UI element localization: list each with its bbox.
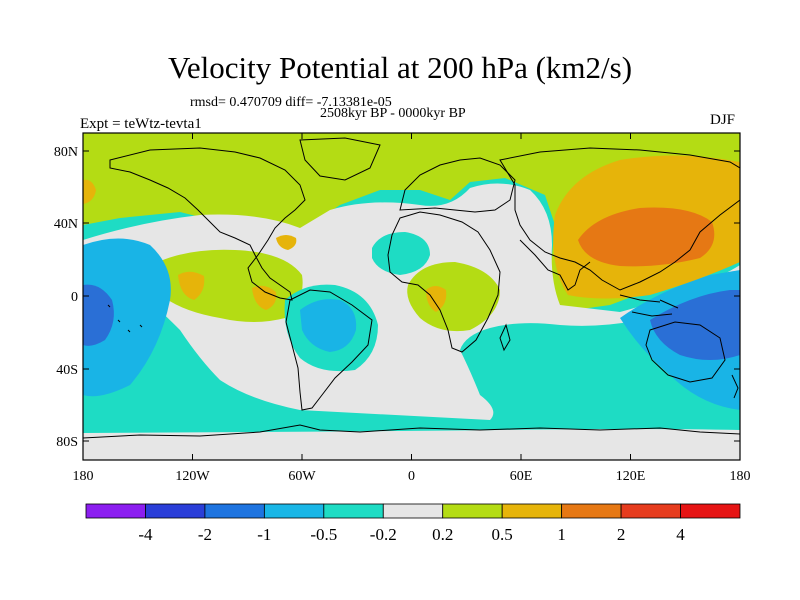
colorbar-label: 0.2	[432, 525, 453, 544]
colorbar-box	[85, 503, 146, 519]
map-title: Velocity Potential at 200 hPa (km2/s)	[167, 50, 633, 85]
colorbar-box	[204, 503, 265, 519]
colorbar-box	[323, 503, 384, 519]
colorbar-label: -1	[257, 525, 271, 544]
colorbar-label: 0.5	[492, 525, 513, 544]
colorbar-label: -0.5	[310, 525, 337, 544]
colorbar-label: 2	[617, 525, 626, 544]
experiment-label: Expt = teWtz-tevta1	[80, 116, 202, 132]
colorbar-box	[263, 503, 325, 519]
region-pos-mid-north-atlantic	[276, 235, 297, 250]
coast-south-america	[285, 289, 373, 411]
coast-maritime-continent	[619, 294, 679, 317]
coast-australia	[645, 321, 726, 383]
colorbar-label: -0.2	[370, 525, 397, 544]
contour-fill-layer	[83, 133, 740, 460]
colorbar	[85, 503, 741, 519]
coast-arabia-india	[519, 239, 591, 291]
coast-greenland	[299, 137, 381, 181]
region-neg-strong-australia	[650, 290, 740, 360]
y-tick-label: 80S	[56, 435, 78, 450]
coast-antarctica	[83, 424, 740, 439]
region-neg-mid-west-pacific	[83, 238, 171, 397]
region-neg-strong-west-pacific	[83, 284, 114, 346]
x-tick-label: 60W	[288, 469, 316, 484]
colorbar-labels: -4 -2 -1 -0.5 -0.2 0.2 0.5 1 2 4	[138, 525, 685, 544]
y-tick-label: 40N	[54, 217, 78, 232]
coast-africa	[387, 211, 501, 353]
region-neg-weak-atlantic	[372, 232, 430, 275]
stats-line: rmsd= 0.470709 diff= -7.13381e-05	[190, 95, 392, 110]
colorbar-label: -2	[198, 525, 212, 544]
coast-north-america	[109, 147, 306, 301]
colorbar-label: -4	[138, 525, 153, 544]
region-pos-mid-gulf-guinea	[426, 286, 447, 312]
coast-asia	[499, 147, 740, 291]
colorbar-box	[501, 503, 563, 519]
region-pos-weak-tropics-africa-2	[407, 262, 500, 332]
coastlines	[83, 137, 740, 439]
colorbar-box	[382, 503, 444, 519]
region-neutral-antarctic	[83, 429, 740, 460]
colorbar-label: 4	[676, 525, 685, 544]
colorbar-box	[620, 503, 681, 519]
y-tick-label: 40S	[56, 363, 78, 378]
x-tick-label: 180	[730, 469, 751, 484]
x-tick-label: 60E	[510, 469, 533, 484]
x-tick-label: 120E	[616, 469, 646, 484]
region-pos-mid-central-america	[252, 285, 277, 310]
colorbar-box	[680, 503, 741, 519]
axis-ticks	[82, 133, 741, 460]
colorbar-box	[442, 503, 503, 519]
coast-pacific-islands	[107, 304, 143, 333]
coast-madagascar	[499, 323, 511, 352]
period-line: 2508kyr BP - 0000kyr BP	[320, 106, 466, 121]
region-pos-mid-dateline-north	[83, 179, 96, 204]
x-tick-label: 0	[408, 469, 415, 484]
coast-new-zealand	[731, 374, 739, 399]
colorbar-box	[145, 503, 206, 519]
colorbar-label: 1	[557, 525, 566, 544]
region-neg-mid-south-america	[300, 299, 357, 352]
x-tick-label: 180	[73, 469, 94, 484]
colorbar-box	[561, 503, 622, 519]
y-tick-label: 0	[71, 290, 78, 305]
season-label: DJF	[710, 112, 736, 128]
region-pos-mid-east-pacific	[178, 271, 205, 300]
x-tick-label: 120W	[175, 469, 210, 484]
region-pos-strong-asia	[578, 207, 715, 267]
y-tick-label: 80N	[54, 145, 78, 160]
